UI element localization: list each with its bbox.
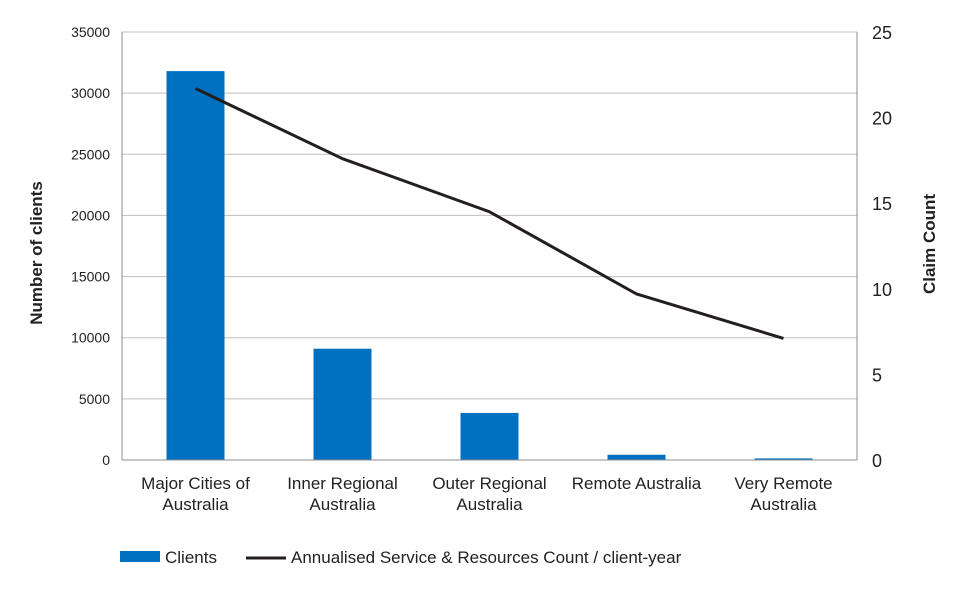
right-tick-label: 0 xyxy=(872,451,882,471)
left-tick-label: 5000 xyxy=(79,391,110,407)
category-label: Very Remote Australia xyxy=(734,474,832,514)
clients-bar xyxy=(460,412,519,460)
service-count-line xyxy=(194,87,784,340)
category-label: Major Cities of Australia xyxy=(141,474,250,514)
gridlines xyxy=(122,31,857,400)
legend-clients-label: Clients xyxy=(165,548,217,567)
category-label: Inner Regional Australia xyxy=(287,474,398,514)
category-label: Outer Regional Australia xyxy=(432,474,546,514)
right-axis-title: Claim Count xyxy=(920,194,939,294)
left-tick-label: 0 xyxy=(102,452,110,468)
clients-bar xyxy=(754,458,813,460)
left-tick-label: 25000 xyxy=(71,146,110,162)
left-tick-label: 35000 xyxy=(71,24,110,40)
axes xyxy=(121,32,858,461)
right-tick-label: 5 xyxy=(872,365,882,385)
right-tick-label: 25 xyxy=(872,23,892,43)
left-tick-label: 10000 xyxy=(71,330,110,346)
line-series xyxy=(194,87,784,340)
clients-bar xyxy=(607,454,666,460)
left-tick-label: 20000 xyxy=(71,207,110,223)
legend: Clients Annualised Service & Resources C… xyxy=(120,548,682,567)
right-tick-label: 10 xyxy=(872,280,892,300)
category-label: Remote Australia xyxy=(572,474,702,493)
clients-bar xyxy=(313,348,372,460)
clients-bar xyxy=(166,71,225,460)
legend-line-label: Annualised Service & Resources Count / c… xyxy=(291,548,682,567)
left-axis-title: Number of clients xyxy=(27,181,46,325)
tick-labels: 0 5000 10000 15000 20000 25000 30000 35000 0 5 10 1… xyxy=(71,23,892,514)
left-tick-label: 15000 xyxy=(71,269,110,285)
right-tick-label: 15 xyxy=(872,194,892,214)
left-tick-label: 30000 xyxy=(71,85,110,101)
right-tick-label: 20 xyxy=(872,109,892,129)
bar-series xyxy=(166,71,813,460)
legend-clients-swatch xyxy=(120,551,160,562)
